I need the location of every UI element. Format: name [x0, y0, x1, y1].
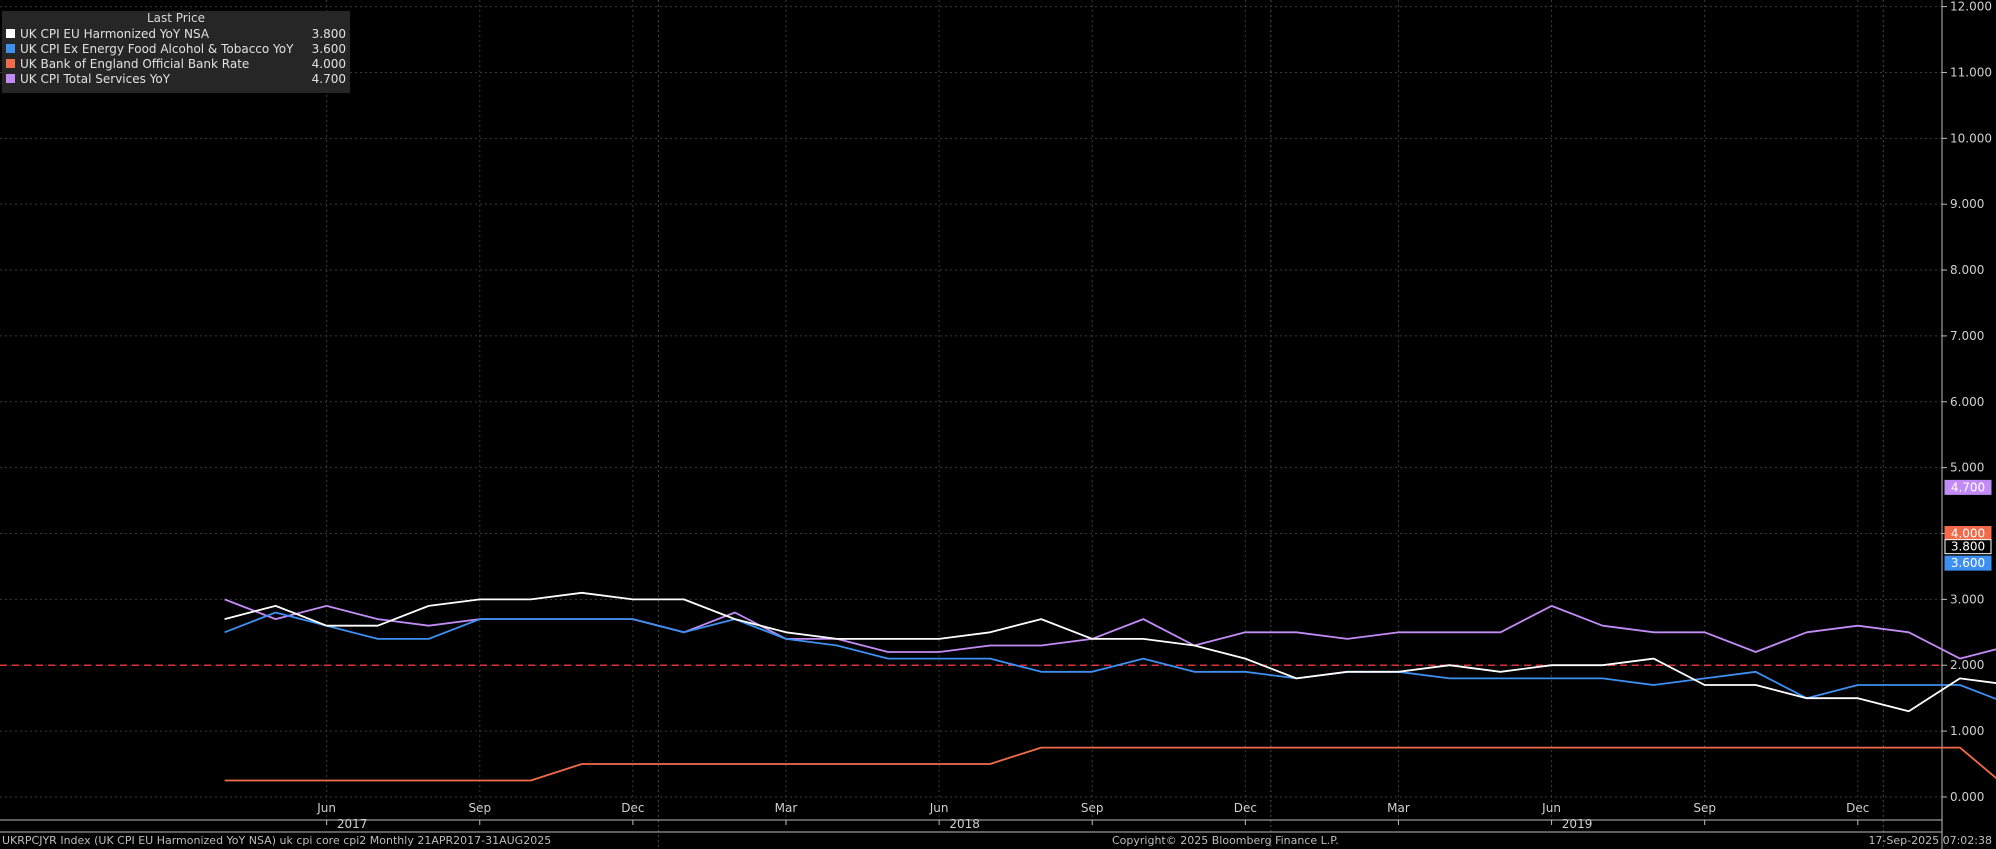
legend-label: UK CPI Total Services YoY [20, 72, 171, 86]
last-value-label: 4.000 [1951, 526, 1985, 540]
x-tick-label: Jun [1541, 801, 1561, 815]
legend-entry: UK CPI Ex Energy Food Alcohol & Tobacco … [6, 42, 346, 57]
legend-entry: UK CPI Total Services YoY 4.700 [6, 72, 346, 87]
y-tick-label: 0.000 [1950, 790, 1984, 804]
x-year-label: 2018 [949, 817, 980, 831]
footer-description: UKRPCJYR Index (UK CPI EU Harmonized YoY… [2, 834, 552, 847]
legend-label: UK CPI Ex Energy Food Alcohol & Tobacco … [20, 42, 294, 56]
legend-swatch-hicp [6, 29, 15, 38]
legend-swatch-bank-rate [6, 59, 15, 68]
legend-value: 4.700 [311, 72, 346, 86]
legend-entry: UK Bank of England Official Bank Rate 4.… [6, 57, 346, 72]
legend-value: 4.000 [311, 57, 346, 71]
y-tick-label: 1.000 [1950, 724, 1984, 738]
legend: Last Price UK CPI EU Harmonized YoY NSA … [2, 11, 350, 93]
x-year-label: 2017 [337, 817, 368, 831]
x-tick-label: Mar [775, 801, 798, 815]
legend-swatch-services [6, 74, 15, 83]
footer-timestamp: 17-Sep-2025 07:02:38 [1868, 834, 1992, 847]
legend-swatch-core [6, 44, 15, 53]
last-value-tag [1944, 479, 1992, 495]
legend-value: 3.800 [311, 27, 346, 41]
legend-value: 3.600 [311, 42, 346, 56]
last-value-tag [1944, 539, 1992, 555]
x-tick-label: Dec [621, 801, 644, 815]
x-tick-label: Dec [1234, 801, 1257, 815]
legend-label: UK CPI EU Harmonized YoY NSA [20, 27, 210, 41]
series-line-1 [224, 611, 1996, 700]
x-tick-label: Jun [929, 801, 949, 815]
series-line-2 [224, 746, 1996, 782]
y-tick-label: 5.000 [1950, 461, 1984, 475]
x-tick-label: Mar [1387, 801, 1410, 815]
footer-copyright: Copyright© 2025 Bloomberg Finance L.P. [1112, 834, 1339, 847]
last-value-label: 3.600 [1951, 556, 1985, 570]
y-tick-label: 2.000 [1950, 658, 1984, 672]
y-tick-label: 6.000 [1950, 395, 1984, 409]
x-tick-label: Jun [316, 801, 336, 815]
last-value-label: 4.700 [1951, 480, 1985, 494]
y-tick-label: 7.000 [1950, 329, 1984, 343]
legend-label: UK Bank of England Official Bank Rate [20, 57, 250, 71]
y-tick-label: 3.000 [1950, 592, 1984, 606]
x-tick-label: Sep [1693, 801, 1716, 815]
y-tick-label: 12.000 [1950, 0, 1992, 14]
x-tick-label: Dec [1846, 801, 1869, 815]
series-line-0 [224, 598, 1996, 660]
last-value-tag [1944, 555, 1992, 571]
series-line-3 [224, 591, 1996, 713]
x-year-label: 2019 [1562, 817, 1593, 831]
x-tick-label: Sep [1081, 801, 1104, 815]
last-value-label: 3.800 [1951, 540, 1985, 554]
y-tick-label: 9.000 [1950, 197, 1984, 211]
y-tick-label: 11.000 [1950, 65, 1992, 79]
legend-header: Last Price [146, 11, 206, 25]
y-tick-label: 8.000 [1950, 263, 1984, 277]
y-tick-label: 10.000 [1950, 131, 1992, 145]
legend-entry: UK CPI EU Harmonized YoY NSA 3.800 [6, 27, 346, 42]
x-tick-label: Sep [468, 801, 491, 815]
